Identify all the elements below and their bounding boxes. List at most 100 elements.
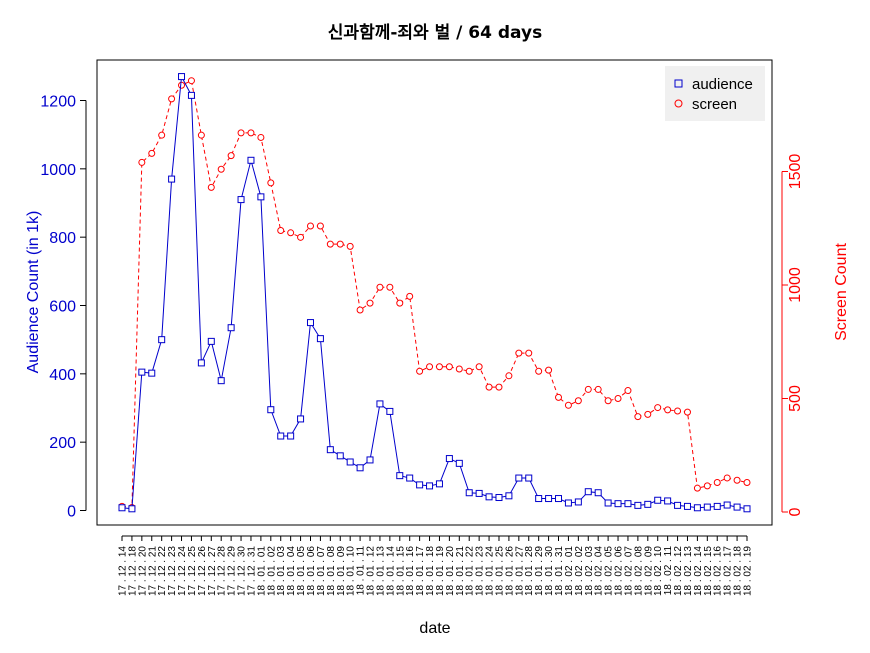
screen-point xyxy=(187,77,195,85)
x-tick-label: 18 . 01 . 11 xyxy=(356,546,367,596)
audience-point xyxy=(584,488,592,496)
audience-point xyxy=(693,504,701,512)
audience-point xyxy=(525,474,533,482)
x-tick-label: 18 . 01 . 28 xyxy=(524,546,535,596)
y-left-tick-label: 0 xyxy=(67,504,76,521)
screen-point xyxy=(455,365,463,373)
legend-screen-marker xyxy=(674,99,683,108)
x-tick-label: 18 . 01 . 29 xyxy=(534,546,545,596)
screen-point xyxy=(445,363,453,371)
x-tick-label: 18 . 01 . 10 xyxy=(346,546,357,596)
x-tick-label: 17 . 12 . 20 xyxy=(137,546,148,596)
audience-point xyxy=(406,474,414,482)
x-tick-label: 18 . 01 . 15 xyxy=(395,546,406,596)
legend-box xyxy=(665,66,765,121)
audience-point xyxy=(465,489,473,497)
screen-point xyxy=(217,165,225,173)
x-tick-label: 17 . 12 . 31 xyxy=(246,546,257,596)
screen-point xyxy=(326,240,334,248)
screen-point xyxy=(693,484,701,492)
x-tick-label: 18 . 01 . 17 xyxy=(415,546,426,596)
x-tick-label: 18 . 01 . 01 xyxy=(256,546,267,596)
screen-point xyxy=(475,363,483,371)
x-tick-label: 18 . 02 . 15 xyxy=(703,546,714,596)
audience-point xyxy=(287,432,295,440)
audience-point xyxy=(654,496,662,504)
audience-point xyxy=(723,501,731,509)
x-tick-label: 18 . 02 . 04 xyxy=(594,546,605,596)
audience-point xyxy=(644,500,652,508)
x-tick-label: 18 . 01 . 21 xyxy=(455,546,466,596)
x-tick-label: 18 . 02 . 05 xyxy=(604,546,615,596)
screen-point xyxy=(227,152,235,160)
x-tick-label: 18 . 02 . 10 xyxy=(653,546,664,596)
x-tick-label: 18 . 01 . 16 xyxy=(405,546,416,596)
audience-point xyxy=(604,499,612,507)
audience-point xyxy=(187,91,195,99)
audience-point xyxy=(733,503,741,511)
audience-point xyxy=(217,377,225,385)
screen-point xyxy=(654,404,662,412)
audience-point xyxy=(138,368,146,376)
series-audience xyxy=(118,73,751,513)
x-tick-label: 17 . 12 . 25 xyxy=(187,546,198,596)
legend-screen-label: screen xyxy=(692,96,737,113)
screen-point xyxy=(555,393,563,401)
screen-point xyxy=(674,407,682,415)
audience-point xyxy=(376,400,384,408)
x-tick-label: 18 . 02 . 14 xyxy=(693,546,704,596)
audience-point xyxy=(128,505,136,513)
x-tick-label: 18 . 01 . 04 xyxy=(286,546,297,596)
y-left-tick-label: 600 xyxy=(49,299,76,316)
audience-point xyxy=(297,415,305,423)
audience-point xyxy=(743,505,751,513)
x-tick-label: 17 . 12 . 18 xyxy=(127,546,138,596)
screen-point xyxy=(297,233,305,241)
x-tick-label: 17 . 12 . 22 xyxy=(157,546,168,596)
audience-point xyxy=(267,406,275,414)
screen-point xyxy=(346,242,354,250)
screen-point xyxy=(138,158,146,166)
screen-point xyxy=(386,283,394,291)
screen-point xyxy=(148,149,156,157)
audience-point xyxy=(178,73,186,81)
audience-point xyxy=(257,193,265,201)
x-tick-label: 18 . 01 . 24 xyxy=(485,546,496,596)
audience-point xyxy=(366,456,374,464)
x-tick-label: 18 . 01 . 31 xyxy=(554,546,565,596)
y-left-tick-label: 1200 xyxy=(40,94,76,111)
x-tick-label: 18 . 02 . 13 xyxy=(683,546,694,596)
screen-point xyxy=(465,367,473,375)
legend-audience-label: audience xyxy=(692,76,753,93)
audience-point xyxy=(614,500,622,508)
audience-point xyxy=(316,335,324,343)
x-tick-label: 18 . 02 . 17 xyxy=(723,546,734,596)
x-tick-label: 18 . 01 . 25 xyxy=(494,546,505,596)
screen-point xyxy=(535,367,543,375)
legend-audience-marker xyxy=(674,79,683,88)
audience-point xyxy=(168,175,176,183)
audience-point xyxy=(455,459,463,467)
screen-point xyxy=(366,299,374,307)
screen-point xyxy=(743,478,751,486)
screen-point xyxy=(237,129,245,137)
screen-point xyxy=(257,133,265,141)
screen-point xyxy=(356,306,364,314)
screen-point xyxy=(207,183,215,191)
screen-point xyxy=(594,385,602,393)
audience-line xyxy=(121,74,748,510)
x-tick-label: 18 . 02 . 18 xyxy=(733,546,744,596)
audience-point xyxy=(435,480,443,488)
y-right-tick-label: 500 xyxy=(787,385,804,412)
screen-point xyxy=(664,406,672,414)
y-axis-right: 0 500 1000 1500 xyxy=(781,154,804,516)
audience-point xyxy=(326,446,334,454)
screen-point xyxy=(644,410,652,418)
x-tick-label: 18 . 01 . 27 xyxy=(514,546,525,596)
screen-point xyxy=(197,131,205,139)
audience-point xyxy=(545,495,553,503)
audience-point xyxy=(703,503,711,511)
x-tick-label: 18 . 01 . 13 xyxy=(375,546,386,596)
